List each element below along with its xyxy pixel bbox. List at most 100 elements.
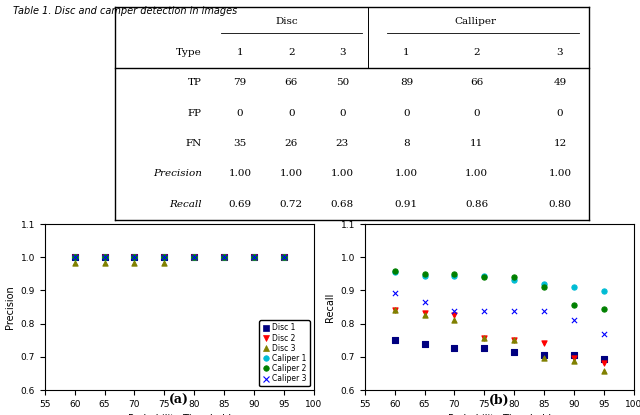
Text: 2: 2 bbox=[288, 48, 294, 57]
Point bbox=[129, 259, 140, 266]
Point bbox=[70, 254, 80, 261]
Point bbox=[569, 352, 579, 359]
Point bbox=[99, 259, 109, 266]
Point bbox=[539, 339, 549, 346]
Y-axis label: Recall: Recall bbox=[325, 293, 335, 322]
Text: 3: 3 bbox=[557, 48, 563, 57]
Point bbox=[70, 254, 80, 261]
Text: 12: 12 bbox=[554, 139, 566, 148]
Point bbox=[219, 254, 229, 261]
Point bbox=[539, 280, 549, 287]
Text: Table 1. Disc and camper detection in images: Table 1. Disc and camper detection in im… bbox=[13, 6, 237, 16]
Point bbox=[278, 254, 289, 261]
Point bbox=[598, 367, 609, 374]
Text: Calliper: Calliper bbox=[454, 17, 496, 27]
Text: Type: Type bbox=[176, 48, 202, 57]
Point bbox=[99, 254, 109, 261]
Point bbox=[390, 290, 400, 297]
Point bbox=[449, 308, 460, 315]
Point bbox=[569, 357, 579, 364]
Point bbox=[278, 254, 289, 261]
Point bbox=[99, 254, 109, 261]
Point bbox=[70, 259, 80, 266]
Point bbox=[509, 274, 519, 281]
Point bbox=[419, 341, 429, 347]
Text: 1.00: 1.00 bbox=[228, 169, 252, 178]
Point bbox=[419, 271, 429, 277]
Point bbox=[189, 254, 199, 261]
Point bbox=[219, 254, 229, 261]
Point bbox=[539, 352, 549, 359]
Text: 0.80: 0.80 bbox=[548, 200, 572, 209]
Text: 1.00: 1.00 bbox=[395, 169, 418, 178]
Point bbox=[219, 254, 229, 261]
Text: 3: 3 bbox=[339, 48, 346, 57]
Text: 66: 66 bbox=[285, 78, 298, 87]
Point bbox=[278, 254, 289, 261]
Text: 8: 8 bbox=[403, 139, 410, 148]
Text: FN: FN bbox=[186, 139, 202, 148]
Point bbox=[479, 334, 490, 341]
Point bbox=[419, 299, 429, 306]
Point bbox=[449, 344, 460, 351]
Point bbox=[129, 254, 140, 261]
Point bbox=[278, 254, 289, 261]
Point bbox=[479, 334, 490, 341]
Point bbox=[569, 317, 579, 324]
Text: TP: TP bbox=[188, 78, 202, 87]
Text: 0: 0 bbox=[237, 109, 243, 118]
Point bbox=[449, 312, 460, 318]
Text: 0.86: 0.86 bbox=[465, 200, 488, 209]
Point bbox=[598, 356, 609, 363]
Legend: Disc 1, Disc 2, Disc 3, Caliper 1, Caliper 2, Caliper 3: Disc 1, Disc 2, Disc 3, Caliper 1, Calip… bbox=[259, 320, 310, 386]
Point bbox=[509, 337, 519, 344]
Text: 0.69: 0.69 bbox=[228, 200, 252, 209]
Text: 1: 1 bbox=[403, 48, 410, 57]
Point bbox=[509, 276, 519, 283]
Text: 0: 0 bbox=[339, 109, 346, 118]
Point bbox=[278, 254, 289, 261]
Text: 1: 1 bbox=[237, 48, 243, 57]
Point bbox=[479, 273, 490, 279]
Text: 35: 35 bbox=[234, 139, 246, 148]
Text: 50: 50 bbox=[336, 78, 349, 87]
Text: 66: 66 bbox=[470, 78, 483, 87]
Point bbox=[390, 337, 400, 344]
Point bbox=[129, 254, 140, 261]
Text: 0.72: 0.72 bbox=[280, 200, 303, 209]
Point bbox=[129, 254, 140, 261]
Point bbox=[539, 354, 549, 361]
Point bbox=[419, 273, 429, 279]
Text: 23: 23 bbox=[336, 139, 349, 148]
Point bbox=[249, 254, 259, 261]
Point bbox=[189, 254, 199, 261]
Text: 49: 49 bbox=[554, 78, 566, 87]
Point bbox=[219, 254, 229, 261]
Point bbox=[598, 288, 609, 294]
Point bbox=[449, 317, 460, 324]
Text: 0: 0 bbox=[288, 109, 294, 118]
Point bbox=[159, 254, 170, 261]
Point bbox=[479, 274, 490, 281]
Point bbox=[219, 254, 229, 261]
Text: 11: 11 bbox=[470, 139, 483, 148]
Point bbox=[249, 254, 259, 261]
Text: 1.00: 1.00 bbox=[280, 169, 303, 178]
Text: (a): (a) bbox=[169, 394, 189, 407]
Point bbox=[99, 254, 109, 261]
Point bbox=[598, 359, 609, 366]
Y-axis label: Precision: Precision bbox=[5, 285, 15, 329]
Point bbox=[70, 254, 80, 261]
Point bbox=[219, 254, 229, 261]
Text: 2: 2 bbox=[474, 48, 480, 57]
Point bbox=[159, 259, 170, 266]
Text: 89: 89 bbox=[400, 78, 413, 87]
Point bbox=[159, 254, 170, 261]
Text: 0: 0 bbox=[403, 109, 410, 118]
Text: Recall: Recall bbox=[169, 200, 202, 209]
Point bbox=[479, 308, 490, 315]
Point bbox=[419, 312, 429, 318]
Point bbox=[278, 254, 289, 261]
Text: (b): (b) bbox=[489, 394, 509, 407]
Point bbox=[479, 344, 490, 351]
